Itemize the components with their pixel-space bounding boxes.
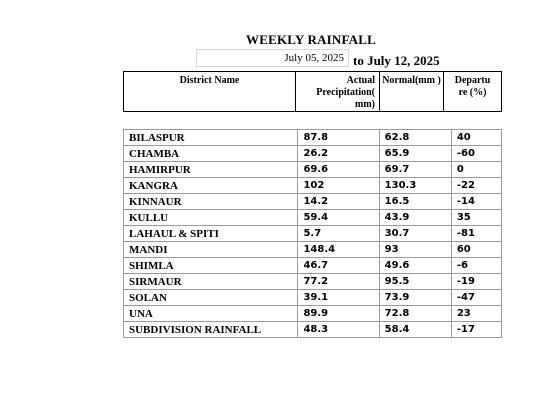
departure-cell: -81 xyxy=(450,225,503,242)
table-row: BILASPUR 87.8 62.8 40 xyxy=(122,129,503,146)
date-to-label: to July 12, 2025 xyxy=(353,53,440,68)
district-name-cell: UNA xyxy=(122,305,299,322)
table-row: KULLU 59.4 43.9 35 xyxy=(122,209,503,226)
district-name-cell: KANGRA xyxy=(122,177,299,194)
normal-cell: 16.5 xyxy=(378,193,452,210)
district-name-cell: KULLU xyxy=(122,209,299,226)
table-row: LAHAUL & SPITI 5.7 30.7 -81 xyxy=(122,225,503,242)
normal-cell: 43.9 xyxy=(378,209,452,226)
normal-cell: 72.8 xyxy=(378,305,452,322)
actual-precipitation-cell: 26.2 xyxy=(297,145,380,162)
departure-cell: 60 xyxy=(450,241,503,258)
table-row: SHIMLA 46.7 49.6 -6 xyxy=(122,257,503,274)
normal-cell: 130.3 xyxy=(378,177,452,194)
departure-cell: -14 xyxy=(450,193,503,210)
column-header-actual: Actual Precipitation( mm) xyxy=(316,75,375,110)
district-name-cell: BILASPUR xyxy=(122,129,299,146)
normal-cell: 65.9 xyxy=(378,145,452,162)
actual-precipitation-cell: 87.8 xyxy=(297,129,380,146)
normal-cell: 73.9 xyxy=(378,289,452,306)
normal-cell: 93 xyxy=(378,241,452,258)
actual-precipitation-cell: 102 xyxy=(297,177,380,194)
actual-precipitation-cell: 77.2 xyxy=(297,273,380,290)
table-row: SIRMAUR 77.2 95.5 -19 xyxy=(122,273,503,290)
actual-precipitation-cell: 69.6 xyxy=(297,161,380,178)
district-name-cell: SIRMAUR xyxy=(122,273,299,290)
district-name-cell: SHIMLA xyxy=(122,257,299,274)
departure-cell: -47 xyxy=(450,289,503,306)
actual-precipitation-cell: 14.2 xyxy=(297,193,380,210)
departure-cell: -17 xyxy=(450,321,503,338)
actual-precipitation-cell: 148.4 xyxy=(297,241,380,258)
table-row: KINNAUR 14.2 16.5 -14 xyxy=(122,193,503,210)
actual-precipitation-cell: 89.9 xyxy=(297,305,380,322)
column-header-district: District Name xyxy=(179,75,240,86)
column-header-normal: Normal(mm ) xyxy=(382,75,441,86)
actual-precipitation-cell: 48.3 xyxy=(297,321,380,338)
actual-precipitation-cell: 5.7 xyxy=(297,225,380,242)
departure-cell: -6 xyxy=(450,257,503,274)
departure-cell: 40 xyxy=(450,129,503,146)
actual-precipitation-cell: 59.4 xyxy=(297,209,380,226)
actual-precipitation-cell: 46.7 xyxy=(297,257,380,274)
normal-cell: 95.5 xyxy=(378,273,452,290)
departure-cell: -60 xyxy=(450,145,503,162)
rainfall-table: BILASPUR 87.8 62.8 40 CHAMBA 26.2 65.9 -60 HAMIR… xyxy=(122,129,503,338)
actual-precipitation-cell: 39.1 xyxy=(297,289,380,306)
district-name-cell: MANDI xyxy=(122,241,299,258)
column-header-departure: Departu re (%) xyxy=(454,75,491,98)
departure-cell: -22 xyxy=(450,177,503,194)
departure-cell: 0 xyxy=(450,161,503,178)
normal-cell: 49.6 xyxy=(378,257,452,274)
table-row: SUBDIVISION RAINFALL 48.3 58.4 -17 xyxy=(122,321,503,338)
date-from-field[interactable]: July 05, 2025 xyxy=(196,49,349,67)
district-name-cell: LAHAUL & SPITI xyxy=(122,225,299,242)
table-row: MANDI 148.4 93 60 xyxy=(122,241,503,258)
table-row: SOLAN 39.1 73.9 -47 xyxy=(122,289,503,306)
district-name-cell: HAMIRPUR xyxy=(122,161,299,178)
rainfall-table-body: BILASPUR 87.8 62.8 40 CHAMBA 26.2 65.9 -60 HAMIR… xyxy=(122,129,503,338)
table-row: CHAMBA 26.2 65.9 -60 xyxy=(122,145,503,162)
departure-cell: 23 xyxy=(450,305,503,322)
table-header: District Name Actual Precipitation( mm) … xyxy=(123,71,502,112)
district-name-cell: KINNAUR xyxy=(122,193,299,210)
district-name-cell: CHAMBA xyxy=(122,145,299,162)
normal-cell: 30.7 xyxy=(378,225,452,242)
departure-cell: 35 xyxy=(450,209,503,226)
normal-cell: 62.8 xyxy=(378,129,452,146)
table-row: KANGRA 102 130.3 -22 xyxy=(122,177,503,194)
table-row: HAMIRPUR 69.6 69.7 0 xyxy=(122,161,503,178)
district-name-cell: SUBDIVISION RAINFALL xyxy=(122,321,299,338)
report-title: WEEKLY RAINFALL xyxy=(246,32,377,47)
normal-cell: 69.7 xyxy=(378,161,452,178)
departure-cell: -19 xyxy=(450,273,503,290)
normal-cell: 58.4 xyxy=(378,321,452,338)
district-name-cell: SOLAN xyxy=(122,289,299,306)
table-row: UNA 89.9 72.8 23 xyxy=(122,305,503,322)
